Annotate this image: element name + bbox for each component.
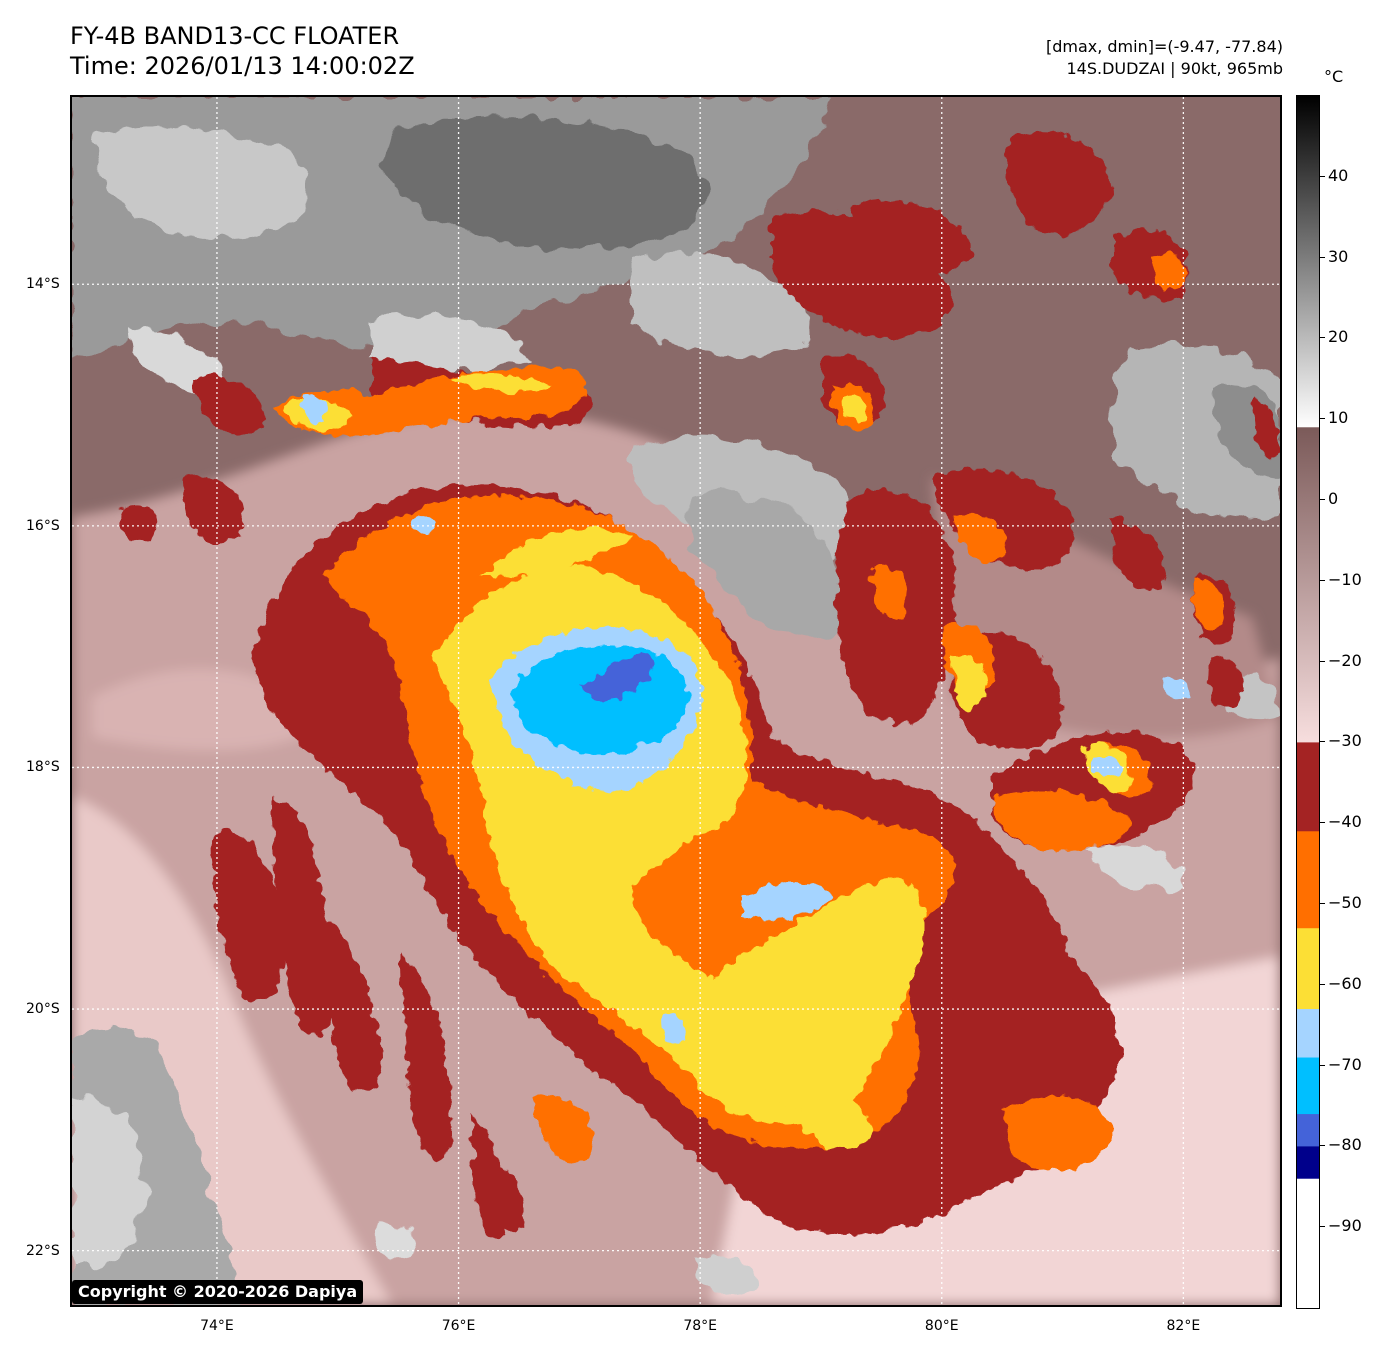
lat-label-22s: 22°S: [26, 1242, 60, 1259]
map-time: Time: 2026/01/13 14:00:02Z: [70, 52, 415, 80]
lon-label-82e: 82°E: [1166, 1318, 1201, 1334]
colorbar-segment: [1297, 831, 1319, 929]
colorbar-tick-mark: [1320, 660, 1325, 662]
colorbar-tick-label: −10: [1328, 569, 1362, 589]
colorbar-tick-label: −40: [1328, 812, 1362, 832]
lat-label-20s: 20°S: [26, 1001, 60, 1018]
temperature-range-info: [dmax, dmin]=(-9.47, -77.84): [1045, 37, 1283, 56]
colorbar-tick-label: 0: [1328, 489, 1339, 508]
colorbar-tick-mark: [1320, 741, 1325, 743]
colorbar-tick-label: −30: [1328, 731, 1362, 751]
lon-label-78e: 78°E: [683, 1318, 717, 1334]
lon-label-76e: 76°E: [441, 1318, 476, 1334]
grey-cloud-center: [632, 344, 1280, 890]
grey-cloud-southwest: [72, 1027, 754, 1305]
colorbar-tick-mark: [1320, 418, 1325, 420]
colorbar-tick-label: −60: [1328, 973, 1362, 993]
grey-low-cloud-north: [72, 97, 832, 390]
colorbar-tick-mark: [1320, 256, 1325, 258]
colorbar-tick-mark: [1320, 822, 1325, 824]
lon-label-80e: 80°E: [924, 1318, 959, 1334]
colorbar-segment: [1297, 427, 1319, 743]
temperature-colorbar: [1296, 95, 1320, 1309]
colorbar-tick-mark: [1320, 499, 1325, 500]
colorbar-segment: [1297, 96, 1319, 428]
colorbar-tick-mark: [1320, 1226, 1325, 1228]
storm-info: 14S.DUDZAI | 90kt, 965mb: [1066, 59, 1284, 78]
colorbar-tick-label: 20: [1328, 327, 1349, 347]
satellite-image: [72, 97, 1280, 1305]
colorbar-tick-mark: [1320, 1064, 1325, 1066]
colorbar-segment: [1297, 1114, 1319, 1147]
colorbar-tick-label: −70: [1328, 1054, 1362, 1074]
lon-label-74e: 74°E: [200, 1318, 234, 1334]
colorbar-tick-mark: [1320, 579, 1325, 581]
map-title: FY-4B BAND13-CC FLOATER: [70, 22, 400, 50]
lat-lon-grid: [72, 97, 1280, 1305]
colorbar-tick-label: −20: [1328, 650, 1362, 670]
lat-label-18s: 18°S: [26, 759, 60, 776]
colorbar-tick-mark: [1320, 337, 1325, 339]
colorbar-unit: °C: [1324, 67, 1344, 86]
colorbar-tick-mark: [1320, 175, 1325, 177]
lat-label-16s: 16°S: [26, 517, 60, 534]
colorbar-tick-label: 40: [1328, 165, 1349, 185]
colorbar-tick-label: 30: [1328, 246, 1349, 266]
colorbar-tick-mark: [1320, 1145, 1325, 1147]
cold-cloud-royal-blue: [582, 656, 653, 702]
satellite-map[interactable]: [70, 95, 1282, 1307]
colorbar-tick-label: −50: [1328, 893, 1362, 912]
colorbar-segment: [1297, 1178, 1319, 1308]
colorbar-segment: [1297, 1057, 1319, 1115]
colorbar-tick-label: −90: [1328, 1216, 1362, 1236]
colorbar-segment: [1297, 928, 1319, 1010]
colorbar-tick-mark: [1320, 903, 1325, 904]
colorbar-tick-mark: [1320, 983, 1325, 985]
copyright-badge: Copyright © 2020-2026 Dapiya: [72, 1280, 364, 1304]
colorbar-tick-label: −80: [1328, 1135, 1362, 1155]
colorbar-tick-label: 10: [1328, 408, 1349, 428]
colorbar-segment: [1297, 1009, 1319, 1059]
colorbar-scale: [1297, 96, 1319, 1308]
colorbar-segment: [1297, 742, 1319, 832]
lat-label-14s: 14°S: [26, 276, 60, 293]
colorbar-segment: [1297, 1146, 1319, 1180]
